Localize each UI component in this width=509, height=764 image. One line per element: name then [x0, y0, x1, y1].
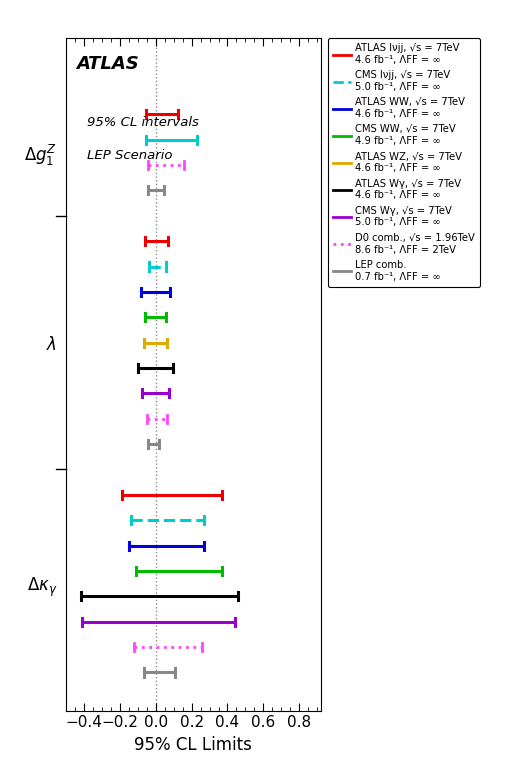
Text: 95% CL intervals: 95% CL intervals: [87, 115, 199, 128]
Text: ATLAS: ATLAS: [76, 55, 139, 73]
X-axis label: 95% CL Limits: 95% CL Limits: [134, 736, 252, 754]
Text: LEP Scenario: LEP Scenario: [87, 149, 172, 162]
Legend: ATLAS lνjj, √s = 7TeV
4.6 fb⁻¹, ΛFF = ∞, CMS lνjj, √s = 7TeV
5.0 fb⁻¹, ΛFF = ∞, : ATLAS lνjj, √s = 7TeV 4.6 fb⁻¹, ΛFF = ∞,…: [328, 38, 480, 286]
